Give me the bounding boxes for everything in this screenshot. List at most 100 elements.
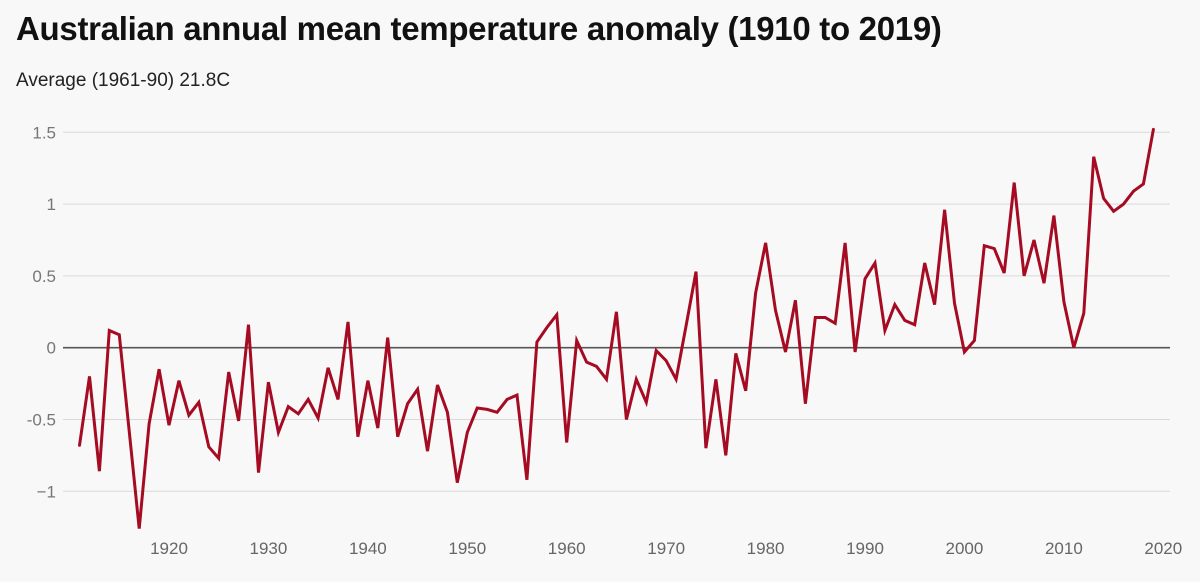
data-point-1946 bbox=[426, 450, 429, 453]
data-point-1969 bbox=[655, 349, 658, 352]
data-point-1941 bbox=[376, 427, 379, 430]
data-point-1966 bbox=[625, 418, 628, 421]
data-point-1990 bbox=[864, 277, 867, 280]
data-point-2003 bbox=[993, 247, 996, 250]
data-point-1992 bbox=[883, 329, 886, 332]
data-point-1975 bbox=[714, 378, 717, 381]
data-point-2012 bbox=[1082, 312, 1085, 315]
data-point-1951 bbox=[476, 407, 479, 410]
data-point-1920 bbox=[168, 424, 171, 427]
data-point-1962 bbox=[585, 361, 588, 364]
data-point-1935 bbox=[317, 417, 320, 420]
y-tick-label: 1 bbox=[47, 195, 56, 214]
data-point-1980 bbox=[764, 241, 767, 244]
y-tick-label: 0.5 bbox=[32, 267, 56, 286]
data-point-1987 bbox=[834, 322, 837, 325]
data-point-1960 bbox=[565, 441, 568, 444]
x-tick-label: 1970 bbox=[647, 539, 685, 558]
data-point-1955 bbox=[516, 394, 519, 397]
data-point-1974 bbox=[704, 447, 707, 450]
data-point-1934 bbox=[307, 398, 310, 401]
data-point-2017 bbox=[1132, 190, 1135, 193]
data-point-1979 bbox=[754, 292, 757, 295]
data-point-1971 bbox=[675, 378, 678, 381]
data-point-1930 bbox=[267, 381, 270, 384]
data-point-1952 bbox=[486, 408, 489, 411]
data-point-1994 bbox=[903, 319, 906, 322]
x-tick-label: 1960 bbox=[548, 539, 586, 558]
data-point-1953 bbox=[496, 411, 499, 414]
data-point-1940 bbox=[366, 379, 369, 382]
data-point-2001 bbox=[973, 339, 976, 342]
data-point-1914 bbox=[108, 329, 111, 332]
data-point-1921 bbox=[177, 379, 180, 382]
data-point-1931 bbox=[277, 431, 280, 434]
x-tick-label: 1940 bbox=[349, 539, 387, 558]
data-point-2013 bbox=[1092, 155, 1095, 158]
data-point-2011 bbox=[1072, 346, 1075, 349]
data-point-1948 bbox=[446, 411, 449, 414]
data-point-2015 bbox=[1112, 210, 1115, 213]
data-point-1950 bbox=[466, 431, 469, 434]
data-point-2016 bbox=[1122, 203, 1125, 206]
data-point-1972 bbox=[685, 325, 688, 328]
y-tick-label: 1.5 bbox=[32, 123, 56, 142]
data-point-1923 bbox=[197, 401, 200, 404]
x-tick-label: 2020 bbox=[1144, 539, 1182, 558]
data-point-1968 bbox=[645, 401, 648, 404]
data-point-1995 bbox=[913, 323, 916, 326]
x-tick-label: 1980 bbox=[747, 539, 785, 558]
data-point-1926 bbox=[227, 371, 230, 374]
data-point-1939 bbox=[356, 435, 359, 438]
data-point-1978 bbox=[744, 389, 747, 392]
data-point-1998 bbox=[943, 208, 946, 211]
data-point-1981 bbox=[774, 309, 777, 312]
data-point-1913 bbox=[98, 470, 101, 473]
data-point-1954 bbox=[506, 398, 509, 401]
data-point-1917 bbox=[138, 527, 141, 530]
data-point-1976 bbox=[724, 454, 727, 457]
data-point-1915 bbox=[118, 333, 121, 336]
data-point-2002 bbox=[983, 244, 986, 247]
data-point-2010 bbox=[1062, 300, 1065, 303]
x-tick-label: 2000 bbox=[946, 539, 984, 558]
data-point-2006 bbox=[1023, 274, 1026, 277]
y-axis: 1.5 1 0.5 0 -0.5 −1 bbox=[27, 123, 56, 501]
data-point-1988 bbox=[844, 241, 847, 244]
data-point-1943 bbox=[396, 435, 399, 438]
data-point-1928 bbox=[247, 323, 250, 326]
data-point-2007 bbox=[1033, 239, 1036, 242]
data-point-1922 bbox=[187, 414, 190, 417]
data-point-1964 bbox=[605, 378, 608, 381]
data-point-1933 bbox=[297, 412, 300, 415]
chart-subtitle: Average (1961-90) 21.8C bbox=[16, 70, 231, 91]
data-point-1983 bbox=[794, 299, 797, 302]
data-point-1996 bbox=[923, 262, 926, 265]
data-point-1989 bbox=[854, 351, 857, 354]
data-point-1985 bbox=[814, 316, 817, 319]
series-layer bbox=[78, 127, 1155, 530]
x-tick-label: 1990 bbox=[846, 539, 884, 558]
data-point-1932 bbox=[287, 405, 290, 408]
data-point-1970 bbox=[665, 359, 668, 362]
data-point-1916 bbox=[128, 430, 131, 433]
data-point-1961 bbox=[575, 339, 578, 342]
data-point-1997 bbox=[933, 303, 936, 306]
x-tick-label: 2010 bbox=[1045, 539, 1083, 558]
data-point-1993 bbox=[893, 303, 896, 306]
data-point-2014 bbox=[1102, 197, 1105, 200]
data-point-1958 bbox=[545, 326, 548, 329]
x-tick-label: 1930 bbox=[250, 539, 288, 558]
data-point-1938 bbox=[347, 320, 350, 323]
data-point-1956 bbox=[525, 478, 528, 481]
data-point-1999 bbox=[953, 302, 956, 305]
chart-title: Australian annual mean temperature anoma… bbox=[16, 10, 942, 47]
data-point-1947 bbox=[436, 384, 439, 387]
data-point-2004 bbox=[1003, 272, 1006, 275]
data-point-1912 bbox=[88, 375, 91, 378]
data-point-1982 bbox=[784, 351, 787, 354]
data-point-1925 bbox=[217, 457, 220, 460]
data-point-1937 bbox=[337, 398, 340, 401]
data-point-1911 bbox=[78, 444, 81, 447]
data-point-1929 bbox=[257, 471, 260, 474]
